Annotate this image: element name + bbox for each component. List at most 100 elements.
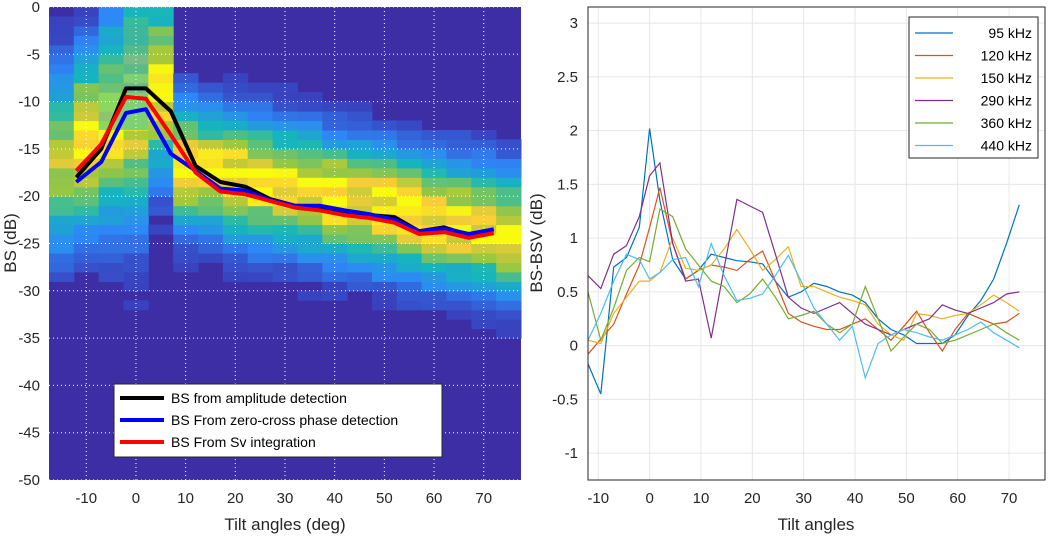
line-y-tick: 0 [570,338,578,355]
heatmap-cell [396,130,423,140]
heatmap-cell [247,205,273,216]
heatmap-cell [49,54,75,65]
heatmap-cell [272,215,298,226]
heatmap-cell [496,186,522,197]
heatmap-cell [148,92,174,103]
heatmap-cell [322,101,348,112]
heatmap-cell [297,243,323,254]
heatmap-cell [396,234,423,244]
heatmap-cell [347,167,373,178]
heatmap-cell [98,167,124,178]
line-x-tick: 60 [949,490,966,507]
line-x-tick: 20 [744,490,761,507]
heatmap-cell [222,215,249,226]
heatmap-cell [496,196,522,207]
heatmap-cell [173,215,199,226]
line-series-95-khz [587,128,1020,395]
heatmap-cell [222,196,249,207]
heatmap-cell [49,120,75,131]
heatmap-cell [496,177,522,188]
heatmap-cell [49,234,75,244]
line-y-tick: 1.5 [557,176,578,193]
heatmap-cell [297,111,323,122]
heatmap-cell [347,234,373,244]
heatmap-cell [222,271,249,282]
heatmap-cell [371,224,398,235]
heatmap-cell [421,205,447,216]
heatmap-cell [446,130,472,140]
line-y-tick: 2 [570,123,578,140]
heatmap-cell [98,224,124,235]
heatmap-cell [371,177,398,188]
heatmap-cell [272,101,298,112]
heatmap-cell [347,215,373,226]
heatmap-cell [297,120,323,131]
line-y-tick: 1 [570,230,578,247]
heatmap-x-tick: -10 [75,490,97,507]
heatmap-cell [49,44,75,55]
heatmap-cell [297,177,323,188]
heatmap-cell [73,111,100,122]
heatmap-cell [272,167,298,178]
heatmap-cell [49,167,75,178]
heatmap-cell [396,262,423,273]
heatmap-cell [247,243,273,254]
heatmap-cell [173,120,199,131]
heatmap-cell [73,139,100,150]
heatmap-cell [272,120,298,131]
heatmap-cell [73,73,100,84]
heatmap-x-tick: 0 [132,490,140,507]
heatmap-cell [297,253,323,263]
heatmap-cell [123,167,149,178]
heatmap-cell [148,177,174,188]
heatmap-cell [49,158,75,169]
heatmap-cell [347,158,373,169]
line-x-tick: 30 [795,490,812,507]
heatmap-cell [148,35,174,46]
heatmap-cell [247,215,273,226]
heatmap-grid [49,6,521,481]
line-y-tick: 0.5 [557,284,578,301]
heatmap-cell [98,35,124,46]
heatmap-cell [371,271,398,282]
heatmap-cell [123,16,149,27]
heatmap-cell [347,253,373,263]
heatmap-cell [496,309,522,320]
heatmap-cell [49,224,75,235]
heatmap-cell [49,262,75,273]
heatmap-cell [73,243,100,254]
heatmap-cell [496,319,522,330]
heatmap-cell [471,167,497,178]
heatmap-cell [471,300,497,311]
heatmap-cell [247,177,273,188]
heatmap-cell [496,224,522,235]
heatmap-cell [148,82,174,93]
heatmap-cell [496,262,522,273]
heatmap-cell [198,139,224,150]
heatmap-cell [222,120,249,131]
heatmap-cell [347,243,373,254]
line-series-290-khz [587,161,1020,339]
heatmap-cell [322,148,348,159]
heatmap-cell [148,186,174,197]
heatmap-cell [347,120,373,131]
heatmap-y-tick: -50 [18,472,40,489]
heatmap-cell [371,281,398,292]
heatmap-cell [123,271,149,282]
heatmap-cell [123,215,149,226]
line-x-tick: 50 [898,490,915,507]
heatmap-cell [347,186,373,197]
heatmap-cell [173,101,199,112]
line-legend-label: 120 kHz [981,48,1032,64]
heatmap-cell [222,243,249,254]
heatmap-cell [198,215,224,226]
heatmap-cell [49,271,75,282]
heatmap-cell [198,120,224,131]
heatmap-cell [73,16,100,27]
heatmap-cell [421,253,447,263]
heatmap-cell [347,177,373,188]
line-x-tick: 40 [847,490,864,507]
heatmap-cell [73,92,100,103]
heatmap-cell [173,73,199,84]
